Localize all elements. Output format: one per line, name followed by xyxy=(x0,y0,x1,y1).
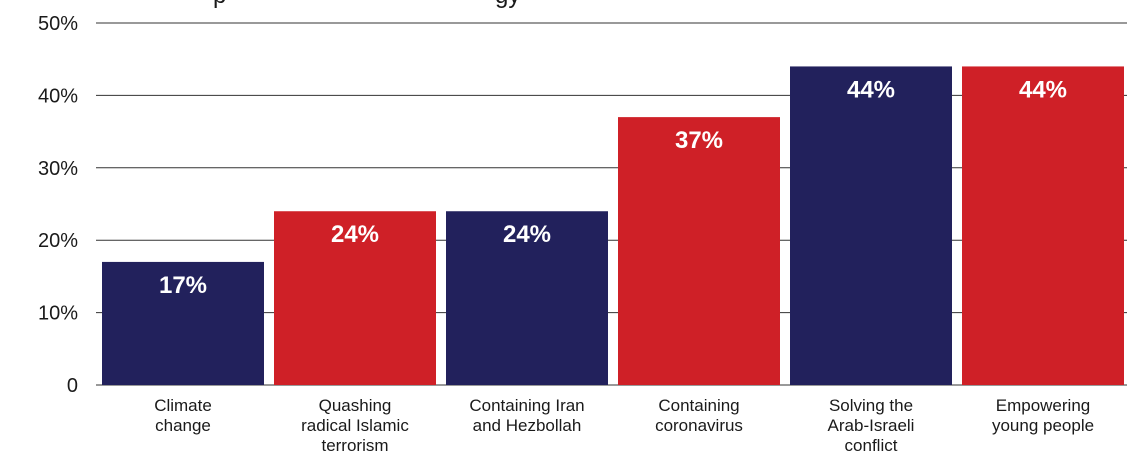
bar xyxy=(274,211,436,385)
bar xyxy=(446,211,608,385)
bar xyxy=(962,66,1124,385)
x-category-label: Solving the Arab-Israeli conflict xyxy=(828,396,915,455)
y-tick-label: 0 xyxy=(67,375,78,397)
bar-value-label: 44% xyxy=(847,76,895,103)
bar-value-label: 44% xyxy=(1019,76,1067,103)
bar xyxy=(790,66,952,385)
chart-title-fragment-right: gy xyxy=(495,0,520,9)
bar xyxy=(618,117,780,386)
bar-value-label: 37% xyxy=(675,127,723,154)
y-tick-label: 30% xyxy=(38,158,78,180)
bar-value-labels: 17% 24% 24% 37% 44% 44% xyxy=(159,76,1067,298)
x-category-label: Climate change xyxy=(154,396,212,435)
y-tick-label: 40% xyxy=(38,85,78,107)
y-axis-tick-labels: 0 10% 20% 30% 40% 50% xyxy=(38,13,78,397)
bar-value-label: 24% xyxy=(331,221,379,248)
bar-value-label: 17% xyxy=(159,272,207,299)
chart-title-fragment-left: p xyxy=(213,0,226,9)
y-tick-label: 20% xyxy=(38,230,78,252)
y-tick-label: 50% xyxy=(38,13,78,35)
x-category-label: Empowering young people xyxy=(992,396,1094,435)
x-axis-category-labels: Climate change Quashing radical Islamic terr… xyxy=(154,396,1094,455)
x-category-label: Quashing radical Islamic terrorism xyxy=(301,396,409,455)
x-category-label: Containing coronavirus xyxy=(655,396,743,435)
y-tick-label: 10% xyxy=(38,303,78,325)
bar-value-label: 24% xyxy=(503,221,551,248)
bar xyxy=(102,261,264,385)
bars xyxy=(102,66,1124,386)
gridlines xyxy=(96,22,1127,386)
x-category-label: Containing Iran and Hezbollah xyxy=(469,396,584,435)
